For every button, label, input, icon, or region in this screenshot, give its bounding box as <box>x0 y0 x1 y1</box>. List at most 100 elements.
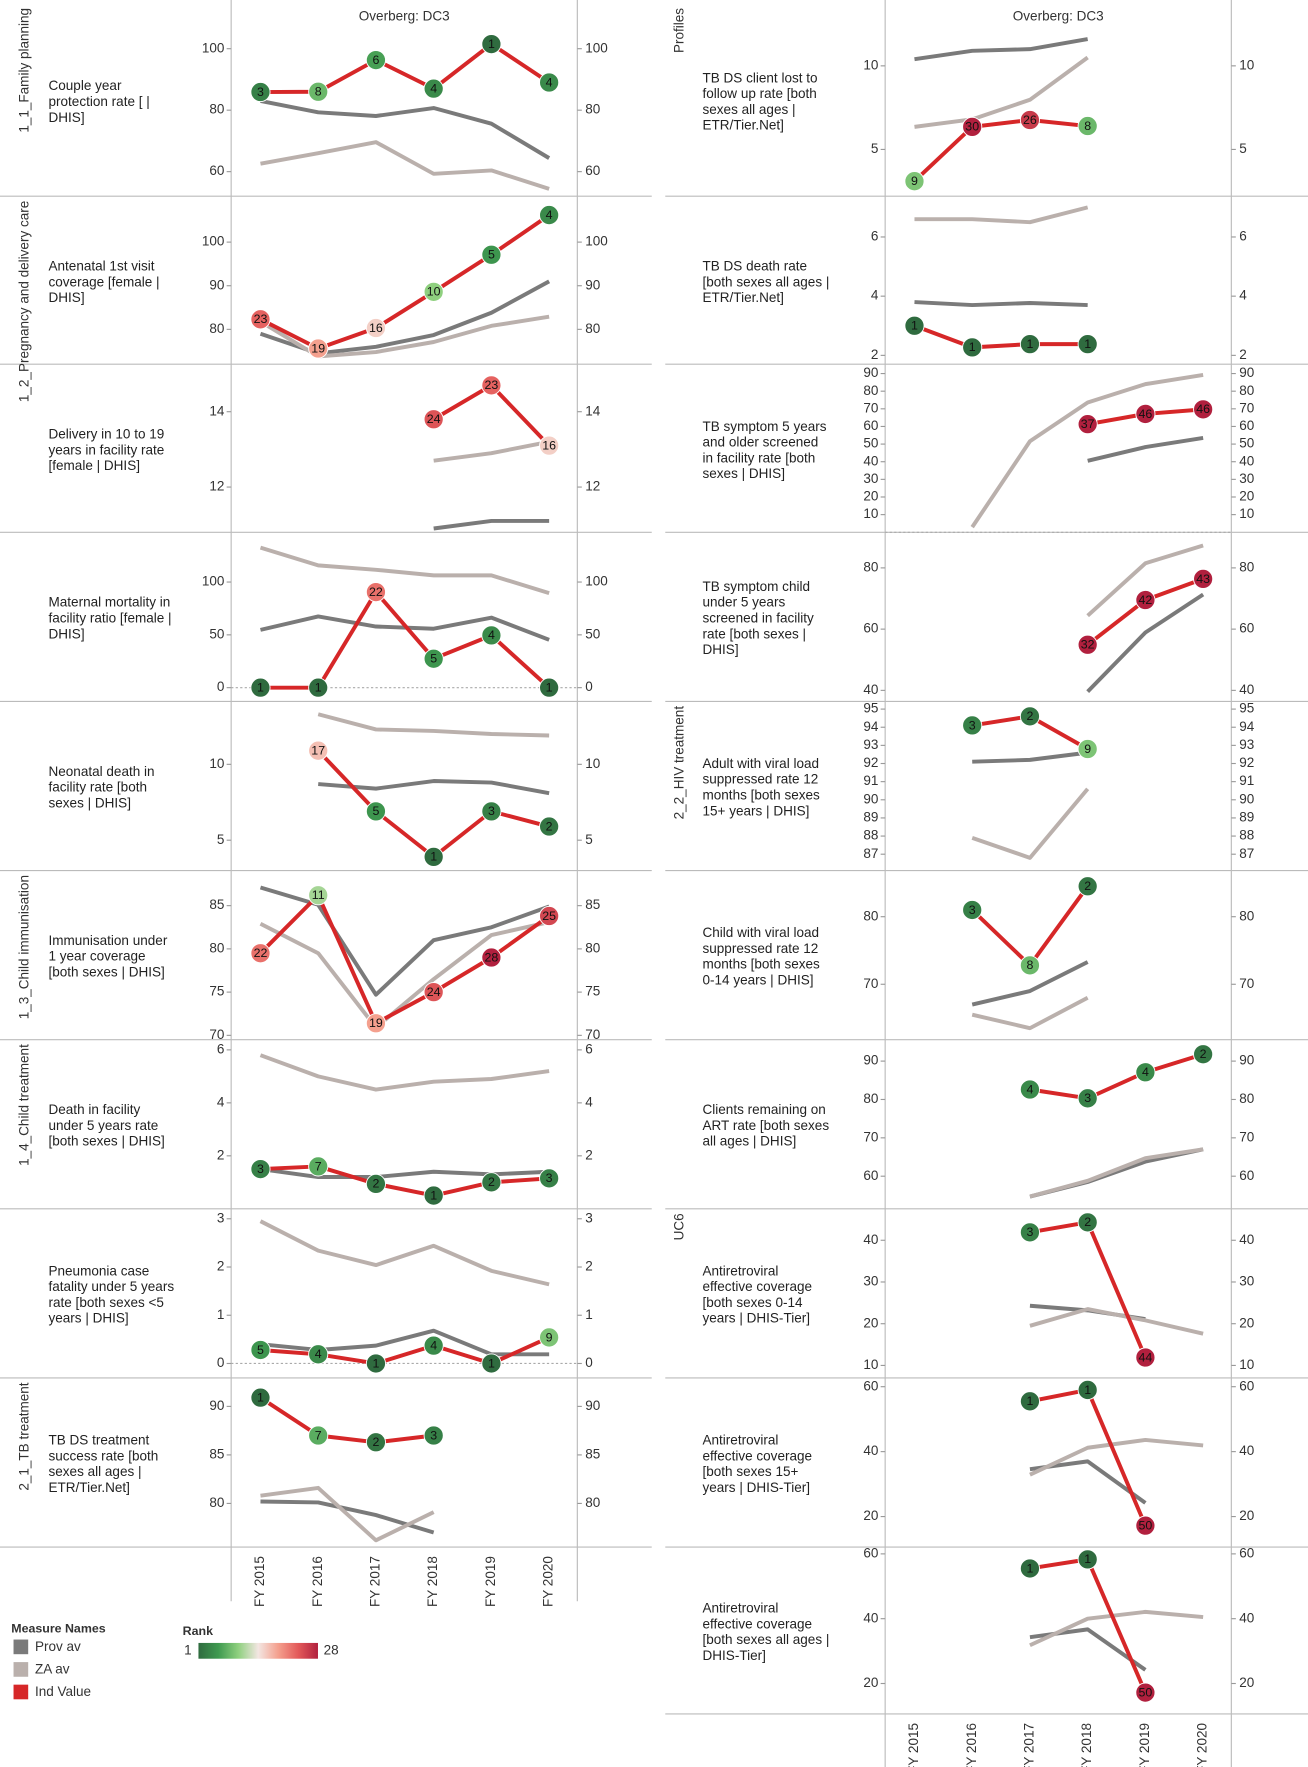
panel-title-box: Immunisation under 1 year coverage [both… <box>48 933 167 980</box>
y-tick-label: 70 <box>209 1027 224 1042</box>
y-tick-label: 20 <box>1239 1315 1254 1330</box>
rank-marker <box>1193 399 1214 420</box>
x-tick-label: FY 2019 <box>483 1556 498 1607</box>
panel-title: Child with viral load suppressed rate 12… <box>702 924 820 988</box>
y-tick-label: 87 <box>863 846 878 861</box>
rank-marker <box>1077 414 1098 435</box>
y-tick-label: 60 <box>863 621 878 636</box>
rank-label: 5 <box>257 1343 264 1357</box>
group-label: 1_1_Family planning <box>16 8 31 133</box>
rank-marker <box>423 982 444 1003</box>
rank-label: 4 <box>430 1338 437 1352</box>
y-tick-label: 60 <box>209 163 224 178</box>
rank-label: 37 <box>1081 417 1095 431</box>
series-line <box>914 205 1089 225</box>
y-tick-label: 14 <box>585 403 601 418</box>
panel-title-box: TB DS treatment success rate [both sexes… <box>48 1432 159 1496</box>
rank-label: 1 <box>969 340 976 354</box>
rank-marker <box>539 905 560 927</box>
rank-label: 3 <box>1084 1091 1091 1105</box>
y-tick-label: 95 <box>1239 701 1254 716</box>
y-tick-label: 90 <box>863 791 878 806</box>
y-tick-label: 100 <box>202 574 225 589</box>
rank-marker <box>481 375 502 396</box>
y-tick-label: 100 <box>202 234 225 249</box>
panel-title-box: Adult with viral load suppressed rate 12… <box>702 755 820 819</box>
rank-marker <box>308 338 329 359</box>
series-line <box>260 590 551 690</box>
y-tick-label: 100 <box>585 40 608 55</box>
panel-title: Neonatal death in facility rate [both se… <box>48 763 155 811</box>
rank-marker <box>962 715 983 736</box>
y-tick-label: 85 <box>209 1446 224 1461</box>
panel-title: TB DS treatment success rate [both sexes… <box>48 1432 159 1496</box>
panel-title: Antiretroviral effective coverage [both … <box>702 1262 813 1327</box>
y-tick-label: 20 <box>863 489 878 504</box>
rank-marker <box>1019 1079 1040 1100</box>
panel-title: TB DS client lost to follow up rate [bot… <box>702 69 818 133</box>
y-tick-label: 60 <box>1239 1378 1254 1393</box>
series-line <box>316 749 550 859</box>
y-tick-label: 60 <box>863 1168 878 1183</box>
y-tick-label: 0 <box>585 679 593 694</box>
y-tick-label: 5 <box>217 832 225 847</box>
y-tick-label: 50 <box>863 436 878 451</box>
y-tick-label: 2 <box>217 1147 225 1162</box>
panel-title: Couple year protection rate [ | DHIS] <box>48 77 150 125</box>
rank-label: 1 <box>546 681 553 695</box>
rank-label: 32 <box>1081 638 1095 652</box>
rank-label: 42 <box>1139 593 1153 607</box>
rank-label: 23 <box>485 378 499 392</box>
panel-title: TB symptom child under 5 years screened … <box>702 578 814 658</box>
series-line <box>260 1167 550 1179</box>
rank-marker <box>1077 1549 1098 1570</box>
rank-label: 10 <box>427 285 441 299</box>
rank-legend-title: Rank <box>183 1624 213 1638</box>
rank-label: 1 <box>257 1391 264 1405</box>
rank-label: 4 <box>430 82 437 96</box>
rank-label: 1 <box>1026 337 1033 351</box>
panel-title: Adult with viral load suppressed rate 12… <box>702 755 820 819</box>
y-tick-label: 2 <box>585 1147 593 1162</box>
rank-marker <box>1077 738 1098 760</box>
rank-marker <box>1077 876 1098 897</box>
y-tick-label: 40 <box>1239 682 1254 697</box>
rank-label: 9 <box>911 174 918 188</box>
column-header: Overberg: DC3 <box>1013 9 1104 24</box>
rank-marker <box>308 1344 329 1365</box>
y-tick-label: 30 <box>1239 471 1254 486</box>
y-tick-label: 10 <box>863 506 878 521</box>
series-line <box>260 1164 550 1198</box>
rank-label: 3 <box>257 1162 264 1176</box>
y-tick-label: 80 <box>585 940 600 955</box>
rank-marker <box>481 625 502 646</box>
y-tick-label: 100 <box>585 574 608 589</box>
panel-title: Pneumonia case fatality under 5 years ra… <box>48 1262 175 1327</box>
panel-title: Death in facility under 5 years rate [bo… <box>48 1101 165 1150</box>
panel-title-box: Antiretroviral effective coverage [both … <box>702 1432 812 1495</box>
series-line <box>914 55 1089 129</box>
series-line <box>259 1219 550 1287</box>
y-tick-label: 80 <box>209 1495 224 1510</box>
rank-label: 1 <box>911 319 918 333</box>
y-tick-label: 10 <box>1239 57 1254 72</box>
rank-marker <box>904 171 925 192</box>
series-line <box>259 1053 550 1092</box>
y-tick-label: 1 <box>217 1307 225 1322</box>
rank-label: 1 <box>1026 1394 1033 1408</box>
y-tick-label: 80 <box>585 102 600 117</box>
panel-title-box: Neonatal death in facility rate [both se… <box>48 763 155 811</box>
series-line <box>1029 1307 1204 1336</box>
series-line <box>1087 435 1204 463</box>
y-tick-label: 80 <box>585 321 600 336</box>
y-tick-label: 70 <box>863 976 878 991</box>
rank-label: 1 <box>430 850 437 864</box>
y-tick-label: 92 <box>1239 755 1254 770</box>
rank-label: 1 <box>430 1188 437 1202</box>
rank-label: 6 <box>372 53 379 67</box>
y-tick-label: 80 <box>209 321 224 336</box>
group-label: 2_2_HIV treatment <box>672 706 687 820</box>
y-tick-label: 6 <box>217 1041 225 1056</box>
series-line <box>260 140 550 191</box>
rank-marker <box>481 34 502 55</box>
